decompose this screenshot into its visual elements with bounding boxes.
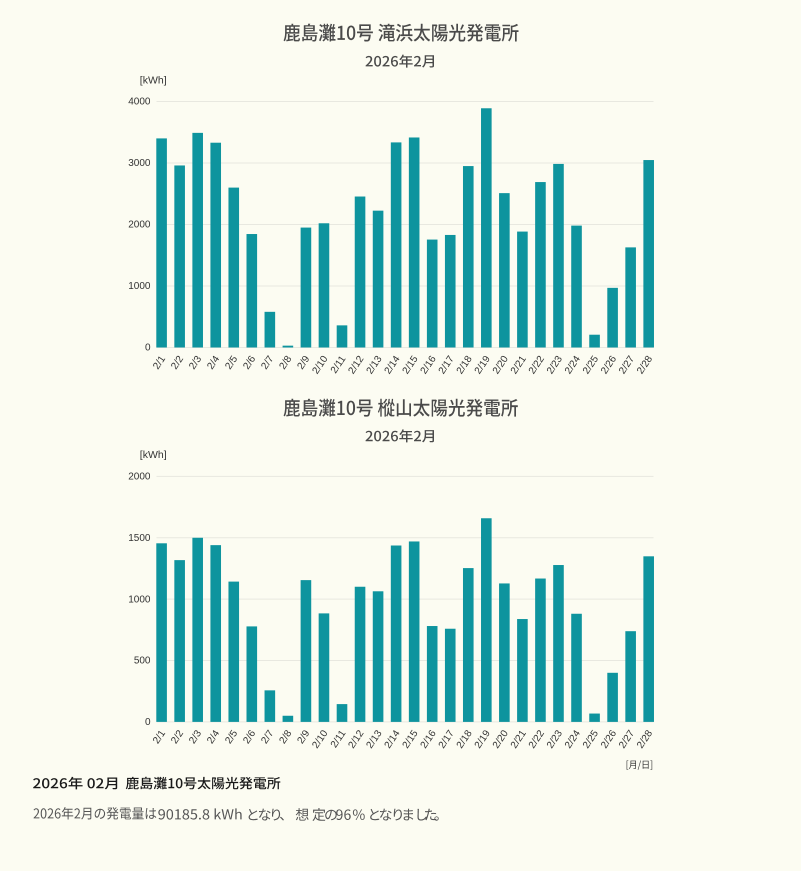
svg-text:[kWh]: [kWh] — [140, 74, 167, 86]
svg-text:2000: 2000 — [128, 472, 151, 483]
svg-text:3000: 3000 — [128, 158, 151, 169]
svg-text:1000: 1000 — [128, 281, 151, 292]
svg-text:4000: 4000 — [128, 97, 151, 108]
svg-text:[kWh]: [kWh] — [140, 449, 167, 461]
svg-text:2000: 2000 — [128, 220, 151, 231]
svg-text:0: 0 — [145, 717, 151, 728]
svg-text:1500: 1500 — [128, 533, 151, 544]
svg-text:500: 500 — [134, 656, 151, 667]
svg-text:0: 0 — [145, 343, 151, 354]
svg-text:1000: 1000 — [128, 594, 151, 605]
